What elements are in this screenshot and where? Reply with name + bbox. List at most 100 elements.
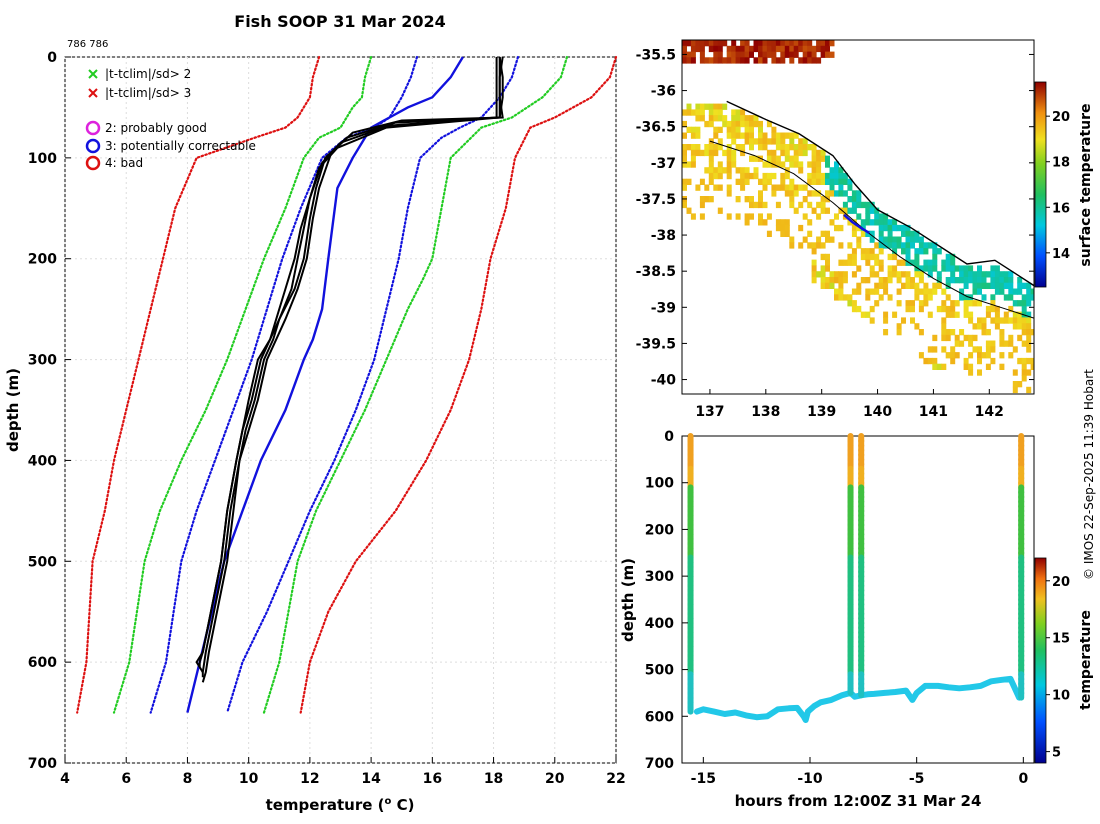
sst-cell <box>968 271 974 278</box>
sst-cell <box>816 201 822 209</box>
time-y-tick-label: 400 <box>645 616 674 632</box>
sst-cell <box>726 51 732 58</box>
sst-cell <box>865 259 871 266</box>
legend-x-stroke <box>88 88 98 98</box>
sst-cell <box>932 334 938 342</box>
sst-cell <box>820 271 826 278</box>
sst-cell <box>753 57 759 64</box>
sst-cell <box>914 288 920 295</box>
temp-colorbar-tick-label: 5 <box>1052 746 1061 761</box>
sst-cell <box>887 224 893 232</box>
sst-cell <box>838 294 844 301</box>
sst-cell <box>789 201 795 209</box>
sst-cell <box>807 242 813 249</box>
sst-cell <box>977 282 982 289</box>
sst-cell <box>713 51 719 58</box>
sst-cell <box>758 196 763 203</box>
sst-cell <box>994 305 1000 313</box>
sst-cell <box>731 161 737 168</box>
map-y-tick-label: -37.5 <box>636 192 676 208</box>
sst-cell <box>910 277 915 284</box>
sst-cell <box>775 184 781 191</box>
sst-cell <box>901 242 906 249</box>
sst-cell <box>766 45 772 53</box>
sst-cell <box>883 277 889 284</box>
sst-cell <box>699 40 705 47</box>
time-x-tick-label: 0 <box>1018 771 1028 787</box>
sst-cell <box>753 138 759 145</box>
sst-cell <box>896 329 902 336</box>
sst-cell <box>847 219 853 226</box>
sst-cell <box>834 271 839 278</box>
sst-cell <box>722 115 728 122</box>
sst-cell <box>1021 317 1027 324</box>
sst-cell <box>874 213 880 220</box>
sst-cell <box>968 277 974 284</box>
sst-cell <box>735 132 741 139</box>
temperature-colorbar-ticks: 5 10 15 20 <box>1046 575 1070 761</box>
sst-cell <box>686 109 692 116</box>
sst-cell <box>869 317 875 324</box>
sst-cell <box>775 45 781 53</box>
sst-cell <box>829 172 835 180</box>
sst-cell <box>816 45 822 53</box>
sst-cell <box>1003 340 1009 347</box>
sst-cell <box>699 109 705 116</box>
sst-cell <box>758 126 763 133</box>
sst-cell <box>999 352 1005 359</box>
sst-cell <box>731 57 737 64</box>
sst-cell <box>927 346 933 353</box>
sst-cell <box>959 288 965 295</box>
sst-cell <box>735 196 741 203</box>
sst-cell <box>784 190 790 197</box>
sst-cell <box>834 172 839 180</box>
sst-cell <box>887 242 893 249</box>
sst-cell <box>798 45 804 53</box>
sst-cell <box>695 109 701 116</box>
sst-cell <box>735 167 741 174</box>
sst-cell <box>695 144 701 151</box>
sst-cell <box>851 253 857 261</box>
time-depth-chart: -15 -10 -5 0 0 100 200 300 400 500 600 700 hours fr… <box>619 429 1094 810</box>
sst-cell <box>811 271 817 278</box>
sst-cell <box>990 357 996 365</box>
sst-cell <box>708 115 714 122</box>
sst-cell <box>708 161 714 168</box>
sst-cell <box>883 236 889 243</box>
sst-cell <box>704 167 710 174</box>
sst-cell <box>865 207 871 214</box>
sst-cell <box>959 265 965 272</box>
sst-cell <box>820 277 826 284</box>
sst-cell <box>954 334 960 342</box>
sst-cell <box>744 178 750 185</box>
sst-cell <box>918 236 924 243</box>
sst-cell <box>726 57 732 64</box>
sst-cell <box>699 213 705 220</box>
sst-cell <box>923 288 929 295</box>
sst-cell <box>954 311 960 318</box>
sst-cell <box>708 45 714 53</box>
profile-x-tick-label: 14 <box>361 771 381 787</box>
sst-cell <box>950 346 956 353</box>
sst-cell <box>896 271 902 278</box>
sst-cell <box>856 236 862 243</box>
sst-cell <box>941 288 947 295</box>
sst-cell <box>722 120 728 128</box>
sst-cell <box>789 51 795 58</box>
sst-cell <box>731 138 737 145</box>
coastline <box>726 100 1034 287</box>
sst-cell <box>771 51 777 58</box>
sst-cell <box>816 161 822 168</box>
sst-cell <box>713 172 719 180</box>
sst-cell <box>758 57 763 64</box>
sst-cell <box>994 323 1000 330</box>
sst-cell <box>910 300 915 307</box>
sst-cell <box>780 230 786 237</box>
sst-cell <box>1021 340 1027 347</box>
sst-cell <box>731 120 737 128</box>
sst-cell <box>1003 311 1009 318</box>
sst-cell <box>753 115 759 122</box>
sst-cell <box>842 178 848 185</box>
sst-cell <box>695 45 701 53</box>
sst-cell <box>968 363 974 370</box>
